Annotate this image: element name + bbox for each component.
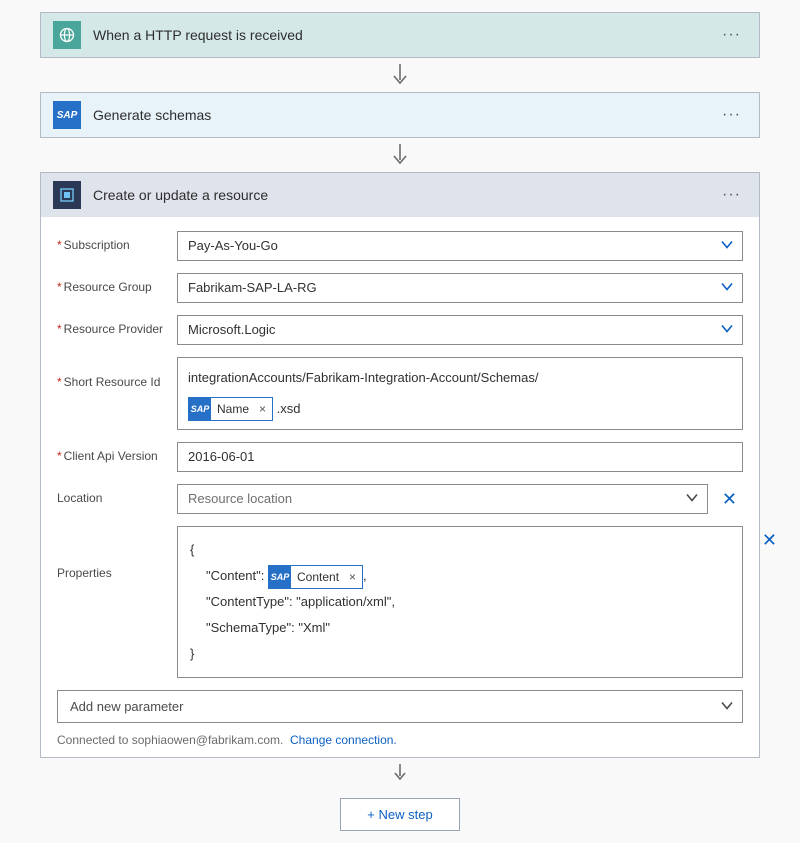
more-menu-icon[interactable]: ··· xyxy=(716,106,747,124)
workflow-container: When a HTTP request is received ··· SAP … xyxy=(40,12,760,831)
sap-icon: SAP xyxy=(53,101,81,129)
location-clear-button[interactable]: ✕ xyxy=(716,485,743,514)
sap-icon: SAP xyxy=(189,398,211,420)
http-icon xyxy=(53,21,81,49)
change-connection-link[interactable]: Change connection. xyxy=(290,733,397,747)
step-header-http[interactable]: When a HTTP request is received ··· xyxy=(41,13,759,57)
step-create-resource: Create or update a resource ··· *Subscri… xyxy=(40,172,760,758)
properties-input[interactable]: { "Content": SAP Content × , "ContentTyp… xyxy=(177,526,743,678)
properties-label: Properties xyxy=(57,526,177,580)
step-header-arm[interactable]: Create or update a resource ··· xyxy=(41,173,759,217)
resource-provider-select[interactable]: Microsoft.Logic xyxy=(177,315,743,345)
token-label: Content xyxy=(297,565,343,589)
arrow-connector xyxy=(40,758,760,788)
resource-id-prefix: integrationAccounts/Fabrikam-Integration… xyxy=(188,366,732,391)
step-header-sap[interactable]: SAP Generate schemas ··· xyxy=(41,93,759,137)
step-generate-schemas: SAP Generate schemas ··· xyxy=(40,92,760,138)
short-resource-id-label: *Short Resource Id xyxy=(57,357,177,389)
more-menu-icon[interactable]: ··· xyxy=(716,26,747,44)
connection-email: sophiaowen@fabrikam.com. xyxy=(132,733,284,747)
connection-info: Connected to sophiaowen@fabrikam.com. Ch… xyxy=(57,733,743,747)
resource-group-row: *Resource Group Fabrikam-SAP-LA-RG xyxy=(57,273,743,303)
token-remove-icon[interactable]: × xyxy=(253,398,272,421)
subscription-label: *Subscription xyxy=(57,231,177,252)
chevron-down-icon xyxy=(720,280,734,297)
arm-icon xyxy=(53,181,81,209)
content-type-line: "ContentType": "application/xml", xyxy=(190,589,730,615)
resource-group-select[interactable]: Fabrikam-SAP-LA-RG xyxy=(177,273,743,303)
chevron-down-icon xyxy=(720,698,734,715)
location-label: Location xyxy=(57,484,177,505)
subscription-row: *Subscription Pay-As-You-Go xyxy=(57,231,743,261)
short-resource-id-row: *Short Resource Id integrationAccounts/F… xyxy=(57,357,743,430)
chevron-down-icon xyxy=(720,238,734,255)
token-label: Name xyxy=(217,398,253,421)
content-key: "Content": xyxy=(206,568,264,583)
brace-open: { xyxy=(190,537,730,563)
content-token[interactable]: SAP Content × xyxy=(268,565,363,589)
location-select[interactable]: Resource location xyxy=(177,484,708,514)
more-menu-icon[interactable]: ··· xyxy=(716,186,747,204)
properties-row: Properties { "Content": SAP Content × , xyxy=(57,526,743,678)
step-title: When a HTTP request is received xyxy=(93,27,716,43)
arrow-connector xyxy=(40,58,760,92)
brace-close: } xyxy=(190,641,730,667)
short-resource-id-input[interactable]: integrationAccounts/Fabrikam-Integration… xyxy=(177,357,743,430)
client-api-version-label: *Client Api Version xyxy=(57,442,177,463)
arrow-connector xyxy=(40,138,760,172)
resource-provider-label: *Resource Provider xyxy=(57,315,177,336)
token-remove-icon[interactable]: × xyxy=(343,565,362,589)
sap-icon: SAP xyxy=(269,566,291,588)
chevron-down-icon xyxy=(685,491,699,508)
new-step-button[interactable]: + New step xyxy=(340,798,459,831)
properties-clear-button[interactable]: ✕ xyxy=(762,530,777,551)
client-api-version-input[interactable]: 2016-06-01 xyxy=(177,442,743,472)
schema-type-line: "SchemaType": "Xml" xyxy=(190,615,730,641)
new-step-container: + New step xyxy=(40,798,760,831)
step-title: Generate schemas xyxy=(93,107,716,123)
step-title: Create or update a resource xyxy=(93,187,716,203)
subscription-select[interactable]: Pay-As-You-Go xyxy=(177,231,743,261)
step-http-trigger: When a HTTP request is received ··· xyxy=(40,12,760,58)
resource-id-suffix: .xsd xyxy=(277,401,301,416)
location-row: Location Resource location ✕ xyxy=(57,484,743,514)
client-api-version-row: *Client Api Version 2016-06-01 xyxy=(57,442,743,472)
chevron-down-icon xyxy=(720,322,734,339)
resource-group-label: *Resource Group xyxy=(57,273,177,294)
resource-provider-row: *Resource Provider Microsoft.Logic xyxy=(57,315,743,345)
name-token[interactable]: SAP Name × xyxy=(188,397,273,421)
step-body: *Subscription Pay-As-You-Go *Resource Gr… xyxy=(41,217,759,757)
add-new-parameter-select[interactable]: Add new parameter xyxy=(57,690,743,723)
